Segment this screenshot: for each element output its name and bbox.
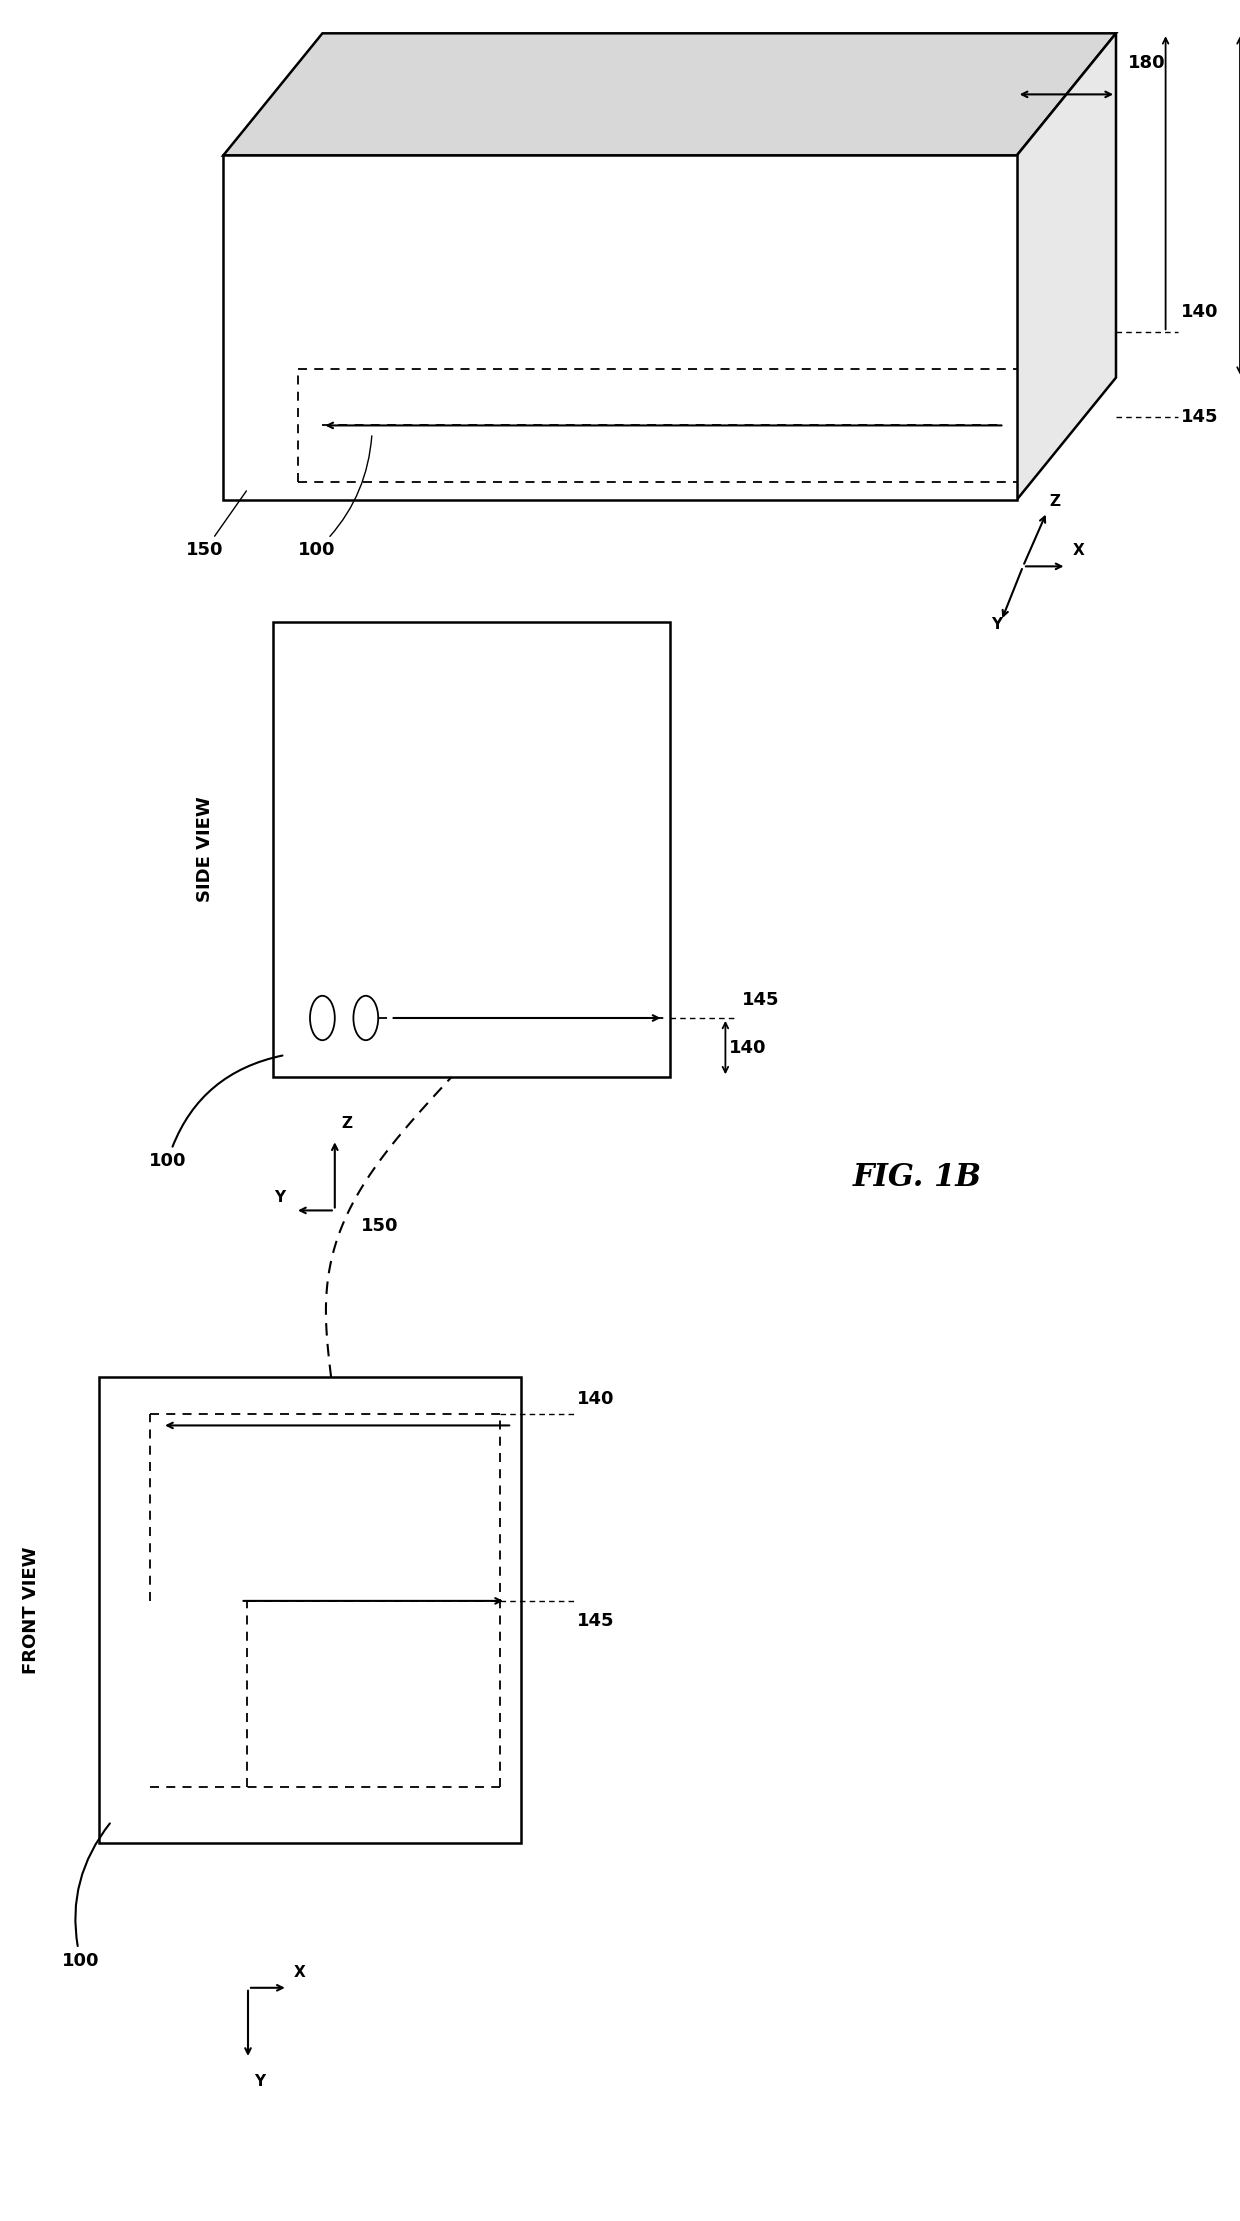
Text: Y: Y <box>274 1190 285 1204</box>
Polygon shape <box>223 155 1017 500</box>
Text: 100: 100 <box>62 1823 110 1970</box>
Text: SIDE VIEW: SIDE VIEW <box>196 797 213 902</box>
Text: 150: 150 <box>361 1217 398 1235</box>
Text: 145: 145 <box>742 991 779 1008</box>
Text: 180: 180 <box>1128 53 1166 71</box>
Text: 140: 140 <box>577 1390 614 1408</box>
Text: X: X <box>1073 544 1084 557</box>
Text: 140: 140 <box>729 1039 766 1057</box>
Polygon shape <box>223 33 1116 155</box>
Text: 100: 100 <box>298 435 372 560</box>
Text: 140: 140 <box>1180 302 1218 322</box>
Text: X: X <box>294 1966 305 1979</box>
Text: 150: 150 <box>186 491 247 560</box>
Text: FRONT VIEW: FRONT VIEW <box>22 1546 40 1675</box>
Bar <box>99 1377 521 1843</box>
Text: Z: Z <box>341 1117 352 1130</box>
Text: Z: Z <box>1049 493 1060 509</box>
Text: 145: 145 <box>1180 409 1218 426</box>
Polygon shape <box>1017 33 1116 500</box>
Text: 145: 145 <box>577 1612 614 1630</box>
Text: 100: 100 <box>149 1055 283 1170</box>
Text: Y: Y <box>992 617 1002 631</box>
Text: FIG. 1B: FIG. 1B <box>853 1162 982 1193</box>
Text: Y: Y <box>254 2074 265 2088</box>
Bar <box>273 622 670 1077</box>
